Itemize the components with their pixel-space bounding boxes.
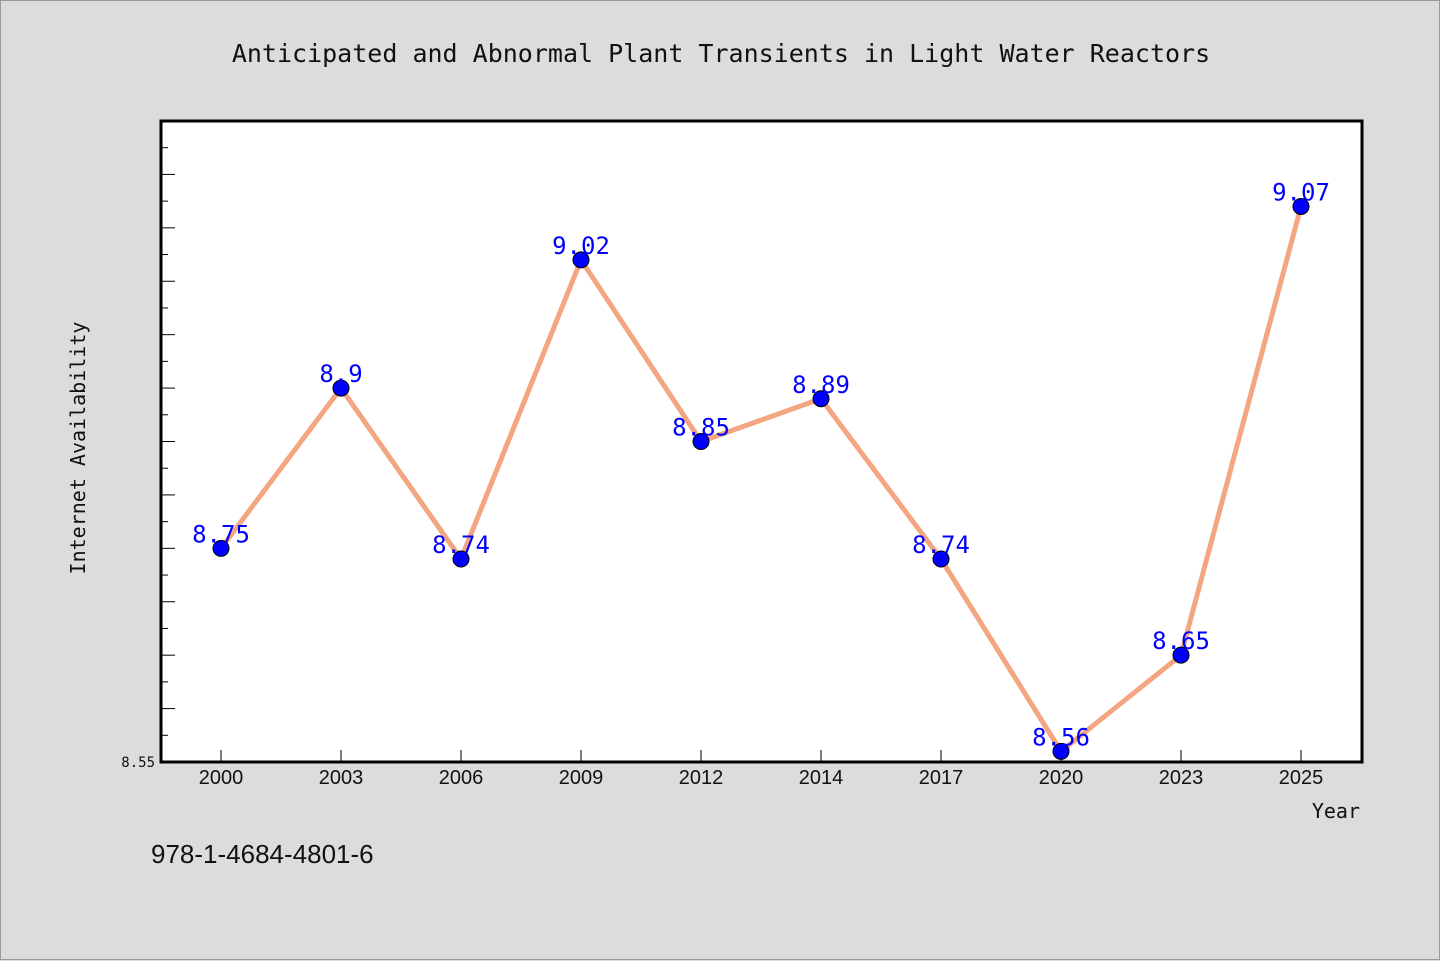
data-label: 9.02 xyxy=(552,232,610,260)
x-axis-ticks: 2000 2003 2006 2009 2012 2014 2017 2020 2023 2025 xyxy=(199,750,1324,789)
data-label: 9.07 xyxy=(1272,178,1330,206)
data-point xyxy=(452,550,470,568)
data-point xyxy=(932,550,950,568)
x-tick-label: 2009 xyxy=(559,767,604,789)
data-label: 8.89 xyxy=(792,371,850,399)
y-tick-label: 8.55 xyxy=(121,755,155,771)
x-tick-label: 2017 xyxy=(919,767,964,789)
data-point xyxy=(1292,197,1310,215)
data-labels: 8.75 8.9 8.74 9.02 8.85 8.89 8.74 8.56 8.65 9.07 xyxy=(192,178,1330,751)
data-point xyxy=(812,390,830,408)
data-label: 8.65 xyxy=(1152,627,1210,655)
data-label: 8.56 xyxy=(1032,723,1090,751)
y-axis-label: Internet Availability xyxy=(66,322,90,575)
data-markers xyxy=(212,197,1310,760)
x-tick-label: 2023 xyxy=(1159,767,1204,789)
x-axis-label: Year xyxy=(1312,799,1360,823)
isbn-text: 978-1-4684-4801-6 xyxy=(151,839,374,869)
x-tick-label: 2003 xyxy=(319,767,364,789)
data-point xyxy=(332,379,350,397)
x-tick-label: 2006 xyxy=(439,767,484,789)
x-tick-label: 2000 xyxy=(199,767,244,789)
x-tick-label: 2020 xyxy=(1039,767,1084,789)
x-tick-label: 2012 xyxy=(679,767,724,789)
data-label: 8.9 xyxy=(319,360,362,388)
series-line-group xyxy=(218,203,1304,754)
chart-title: Anticipated and Abnormal Plant Transient… xyxy=(232,39,1210,68)
data-label: 8.74 xyxy=(912,531,970,559)
data-label: 8.74 xyxy=(432,531,490,559)
data-label: 8.85 xyxy=(672,414,730,442)
series-line xyxy=(218,203,1304,754)
data-point xyxy=(1172,646,1190,664)
data-label: 8.75 xyxy=(192,520,250,548)
y-axis-ticks: 8.55 xyxy=(121,120,175,771)
x-tick-label: 2014 xyxy=(799,767,844,789)
x-tick-label: 2025 xyxy=(1279,767,1324,789)
data-point xyxy=(572,251,590,269)
plot-area xyxy=(159,119,1364,764)
data-point xyxy=(212,539,230,557)
data-point xyxy=(1052,742,1070,760)
data-point xyxy=(692,433,710,450)
